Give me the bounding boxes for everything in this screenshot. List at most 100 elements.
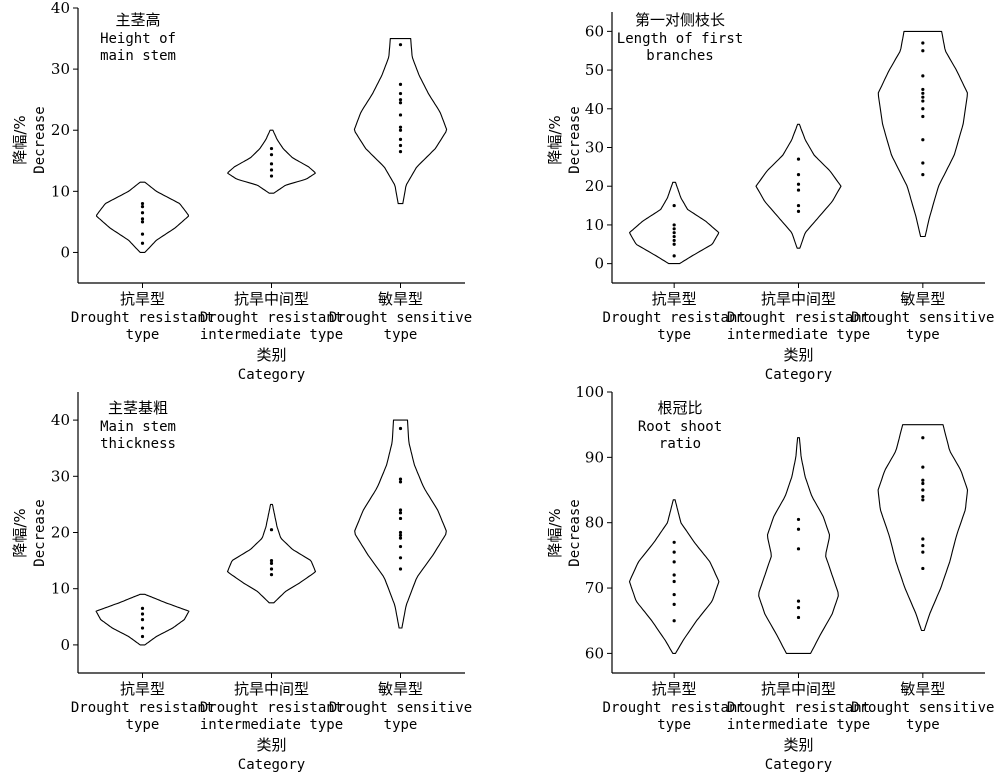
x-tick-label-en: type: [657, 717, 691, 733]
data-point: [921, 114, 925, 119]
panel-title-en: Height of: [100, 31, 176, 47]
y-tick-label: 30: [51, 467, 70, 485]
y-axis-title-en: Decrease: [567, 106, 583, 173]
y-tick-label: 90: [585, 448, 604, 466]
y-tick-label: 80: [585, 514, 604, 532]
data-point: [672, 550, 676, 554]
data-point: [269, 528, 274, 532]
x-tick-label-en: Drought sensitive: [329, 700, 472, 716]
data-point: [796, 599, 801, 603]
data-point: [398, 508, 403, 512]
y-tick-label: 100: [575, 383, 604, 401]
data-point: [269, 567, 274, 571]
x-axis-title-cn: 类别: [256, 736, 286, 754]
x-tick-label-en: Drought sensitive: [851, 700, 994, 716]
x-tick-label-cn: 抗旱中间型: [761, 680, 836, 698]
x-tick-label-en: Drought sensitive: [329, 310, 472, 326]
x-axis-title-cn: 类别: [783, 346, 813, 364]
panel-title-cn: 主茎基粗: [108, 399, 168, 417]
y-axis-title: 降幅/% Decrease: [546, 499, 583, 566]
data-point: [398, 98, 403, 102]
data-point: [269, 561, 274, 566]
data-point: [796, 182, 801, 186]
x-axis-title-en: Category: [238, 367, 305, 383]
data-point: [796, 606, 801, 610]
x-tick-label-cn: 抗旱中间型: [234, 680, 309, 698]
y-axis-title-cn: 降幅/%: [546, 508, 564, 557]
y-axis-title-en: Decrease: [32, 106, 48, 173]
x-tick-label-en: type: [126, 327, 160, 343]
data-point: [672, 223, 676, 227]
y-tick-label: 40: [51, 0, 70, 17]
data-point: [269, 174, 274, 178]
x-tick-label-cn: 抗旱型: [120, 680, 165, 698]
data-point: [796, 517, 801, 522]
data-point: [140, 606, 145, 610]
data-point: [140, 217, 145, 221]
x-tick-label-en: Drought resistant: [727, 700, 870, 716]
data-point: [672, 560, 676, 564]
violin-shape: [758, 437, 839, 654]
panel-title-en: main stem: [100, 48, 176, 64]
data-point: [140, 634, 145, 639]
panel-title-en: Root shoot: [638, 419, 722, 435]
data-point: [672, 242, 676, 246]
y-tick-label: 70: [585, 579, 604, 597]
data-point: [269, 153, 274, 157]
violin-shape: [353, 38, 448, 205]
y-tick-label: 10: [585, 216, 604, 234]
data-point: [398, 536, 403, 540]
x-tick-label-cn: 抗旱型: [120, 290, 165, 308]
x-tick-label-en: Drought resistant: [603, 700, 746, 716]
y-axis-title: 降幅/% Decrease: [11, 499, 48, 566]
data-point: [140, 612, 145, 616]
violin-shape: [354, 419, 447, 629]
y-axis-title: 降幅/% Decrease: [546, 106, 583, 173]
y-tick-label: 0: [60, 636, 70, 654]
y-axis-title-en: Decrease: [32, 499, 48, 566]
violin-shape: [95, 593, 190, 646]
data-point: [398, 480, 403, 484]
panel-title-cn: 根冠比: [657, 399, 702, 417]
data-point: [398, 516, 403, 521]
data-point: [921, 488, 925, 492]
violin-shape: [95, 181, 190, 253]
data-point: [269, 146, 274, 151]
y-tick-label: 0: [594, 255, 604, 273]
data-point: [921, 543, 925, 548]
y-tick-label: 60: [585, 22, 604, 40]
data-point: [921, 498, 925, 502]
x-axis-title-cn: 类别: [256, 346, 286, 364]
violin-shape: [227, 129, 316, 194]
x-tick-label-en: Drought sensitive: [851, 310, 994, 326]
data-point: [921, 91, 925, 95]
data-point: [398, 544, 403, 549]
data-point: [672, 602, 676, 606]
y-axis-title-en: Decrease: [567, 499, 583, 566]
y-tick-label: 40: [51, 411, 70, 429]
y-tick-label: 10: [51, 580, 70, 598]
y-tick-label: 30: [585, 139, 604, 157]
data-point: [672, 540, 676, 544]
data-point: [398, 426, 403, 431]
data-point: [796, 188, 801, 192]
data-point: [921, 173, 925, 177]
panel-title-en: ratio: [659, 436, 701, 452]
data-point: [796, 157, 801, 161]
data-point: [921, 436, 925, 440]
data-point: [672, 234, 676, 239]
data-point: [398, 91, 403, 96]
data-point: [796, 203, 801, 208]
y-tick-label: 0: [60, 243, 70, 261]
data-point: [140, 618, 145, 622]
data-point: [398, 533, 403, 537]
panel-title-cn: 第一对侧枝长: [635, 11, 725, 29]
data-point: [398, 511, 403, 515]
x-tick-label-en: intermediate type: [200, 717, 343, 733]
data-point: [672, 238, 676, 243]
data-point: [140, 241, 145, 245]
